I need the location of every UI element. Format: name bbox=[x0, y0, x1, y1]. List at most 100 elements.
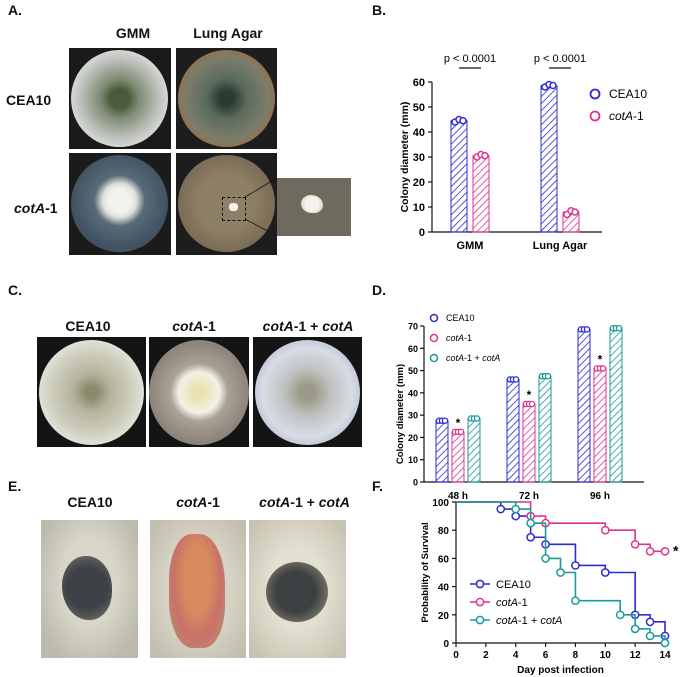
photo-e-cota bbox=[150, 520, 246, 658]
legend-marker bbox=[475, 597, 485, 607]
y-axis-label: Colony diameter (mm) bbox=[399, 102, 411, 213]
data-point bbox=[441, 417, 449, 424]
data-point bbox=[571, 208, 579, 216]
y-tick-label: 60 bbox=[413, 77, 425, 89]
bar bbox=[450, 120, 468, 233]
x-tick-label: 10 bbox=[600, 650, 612, 661]
gene-name: cotA bbox=[262, 318, 294, 334]
panel-c-letter: C. bbox=[8, 282, 22, 298]
panel-a-letter: A. bbox=[8, 2, 22, 18]
censor-marker bbox=[630, 539, 640, 549]
bar bbox=[435, 420, 449, 483]
legend-label: CEA10 bbox=[609, 87, 647, 101]
plus-sign: + bbox=[306, 318, 323, 334]
x-tick-label: 0 bbox=[453, 650, 459, 661]
panel-a-row-cota: cotA-1 bbox=[14, 200, 74, 216]
panel-e-col-complement: cotA-1 + cotA bbox=[242, 494, 367, 510]
y-axis-label: Colony diameter (mm) bbox=[395, 364, 406, 464]
chart-d: 0 10 20 30 40 50 60 70 Colony diameter (mm) 48 h *… bbox=[395, 313, 644, 502]
lesion bbox=[62, 556, 112, 620]
y-tick-label: 0 bbox=[413, 478, 418, 488]
bar bbox=[522, 403, 536, 483]
bar bbox=[472, 155, 490, 233]
y-tick-label: 40 bbox=[438, 583, 450, 594]
bar bbox=[609, 327, 623, 483]
photo-e-complement bbox=[249, 520, 346, 658]
lesion bbox=[169, 534, 225, 648]
photo-a-cota-lung bbox=[176, 153, 277, 255]
panel-b-letter: B. bbox=[372, 2, 386, 18]
gene-name: cotA bbox=[259, 494, 291, 510]
censor-marker bbox=[496, 504, 506, 514]
censor-marker bbox=[511, 504, 521, 514]
petri-dish bbox=[178, 155, 275, 252]
legend-marker bbox=[589, 88, 601, 100]
x-tick-label: 96 h bbox=[590, 491, 610, 502]
petri-dish bbox=[149, 340, 249, 445]
data-point bbox=[583, 326, 591, 333]
y-tick-label: 0 bbox=[419, 227, 425, 239]
legend-label: cotA-1 + cotA bbox=[446, 353, 500, 363]
censor-marker bbox=[660, 547, 670, 556]
data-point bbox=[528, 400, 536, 408]
allele-suffix: -1 bbox=[207, 494, 220, 510]
x-tick-label: Lung Agar bbox=[533, 240, 588, 252]
y-tick-label: 70 bbox=[408, 322, 418, 332]
y-tick-label: 0 bbox=[443, 639, 449, 650]
bar bbox=[467, 417, 481, 483]
data-point bbox=[457, 428, 465, 436]
y-tick-label: 30 bbox=[408, 411, 418, 421]
chart-b: 0 10 20 30 40 50 60 Colony diameter (mm) GMM p < … bbox=[399, 53, 647, 252]
panel-e-col-cota: cotA-1 bbox=[148, 494, 248, 510]
petri-dish bbox=[39, 340, 144, 445]
petri-dish bbox=[71, 155, 168, 252]
bar bbox=[506, 378, 520, 483]
censor-marker bbox=[571, 596, 580, 606]
data-point bbox=[544, 372, 552, 380]
significance-star: * bbox=[673, 542, 679, 558]
gene-name: cotA bbox=[322, 318, 354, 334]
bar bbox=[577, 328, 591, 483]
allele-suffix: -1 bbox=[290, 494, 303, 510]
chart-f: 0 20 40 60 80 100 0 2 4 6 8 10 12 14 Day post infectio… bbox=[420, 498, 679, 676]
bar bbox=[451, 431, 465, 483]
data-point bbox=[549, 81, 557, 90]
censor-marker bbox=[600, 568, 610, 577]
plus-sign: + bbox=[302, 494, 319, 510]
legend-label: cotA-1 + cotA bbox=[496, 615, 562, 627]
panel-f-letter: F. bbox=[372, 478, 383, 494]
legend-marker bbox=[429, 353, 439, 363]
bar bbox=[540, 85, 558, 233]
y-tick-label: 20 bbox=[408, 433, 418, 443]
y-tick-label: 10 bbox=[408, 455, 418, 465]
allele-suffix: -1 bbox=[45, 200, 58, 216]
censor-marker bbox=[645, 617, 655, 627]
censor-marker bbox=[526, 518, 535, 528]
legend-marker bbox=[589, 110, 601, 122]
x-tick-label: 72 h bbox=[519, 491, 539, 502]
significance-star: * bbox=[527, 388, 532, 402]
data-point bbox=[473, 415, 481, 422]
panel-a-col-gmm: GMM bbox=[115, 25, 151, 41]
gene-name: cotA bbox=[318, 494, 350, 510]
photo-a-cea10-lung bbox=[176, 48, 277, 149]
zoom-box bbox=[222, 197, 246, 221]
censor-marker bbox=[526, 532, 535, 542]
allele-suffix: -1 bbox=[203, 318, 216, 334]
gene-name: cotA bbox=[172, 318, 204, 334]
panel-e-col-cea10: CEA10 bbox=[67, 494, 113, 510]
petri-dish bbox=[71, 50, 168, 147]
legend-label: CEA10 bbox=[446, 313, 475, 323]
legend-marker bbox=[475, 579, 485, 589]
y-tick-label: 60 bbox=[408, 344, 418, 354]
x-tick-label: 12 bbox=[630, 650, 642, 661]
y-tick-label: 80 bbox=[438, 526, 450, 537]
legend-label: CEA10 bbox=[496, 579, 531, 591]
gene-name: cotA bbox=[176, 494, 208, 510]
panel-a-col-lung: Lung Agar bbox=[193, 25, 263, 41]
y-tick-label: 60 bbox=[438, 554, 450, 565]
panel-c-col-complement: cotA-1 + cotA bbox=[248, 318, 368, 334]
censor-marker bbox=[511, 511, 521, 521]
data-point bbox=[615, 324, 623, 332]
allele-suffix: -1 bbox=[293, 318, 307, 334]
